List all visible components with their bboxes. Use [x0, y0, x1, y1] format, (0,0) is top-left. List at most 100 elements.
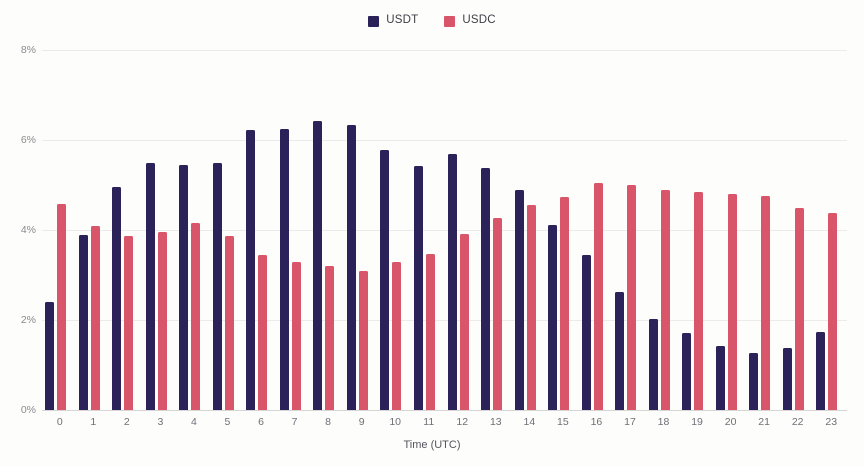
x-tick-label: 22 [791, 416, 804, 428]
bar-usdc[interactable] [90, 225, 100, 410]
bar-group [76, 0, 110, 466]
legend-item-usdc[interactable]: USDC [444, 14, 496, 27]
gridline [42, 50, 847, 51]
legend-label: USDC [462, 14, 496, 27]
bar-usdt[interactable] [179, 164, 189, 410]
bar-group [445, 0, 479, 466]
bar-usdt[interactable] [749, 353, 759, 410]
bar-usdt[interactable] [816, 331, 826, 410]
bar-usdc[interactable] [124, 236, 134, 410]
bar-usdt[interactable] [212, 163, 222, 410]
x-tick-label: 17 [624, 416, 636, 428]
bar-usdt[interactable] [615, 292, 625, 410]
x-tick-label: 6 [258, 416, 264, 428]
bar-usdt[interactable] [447, 153, 457, 410]
bar-group [746, 0, 780, 466]
legend-label: USDT [386, 14, 419, 27]
bar-usdc[interactable] [660, 189, 670, 410]
y-tick-label: 4% [20, 223, 36, 236]
bar-usdc[interactable] [425, 254, 435, 410]
x-tick-label: 11 [423, 416, 435, 428]
x-tick-label: 15 [557, 416, 569, 428]
bar-usdt[interactable] [112, 187, 122, 410]
x-tick-label: 8 [325, 416, 332, 428]
bar-usdt[interactable] [648, 319, 658, 410]
bar-usdc[interactable] [727, 194, 737, 410]
bar-usdt[interactable] [581, 254, 591, 410]
bar-usdt[interactable] [246, 130, 256, 410]
x-tick-label: 1 [90, 416, 97, 428]
bar-group [176, 0, 210, 466]
x-tick-label: 3 [157, 416, 164, 428]
x-tick-label: 9 [358, 416, 365, 428]
y-tick-label: 6% [20, 133, 36, 146]
bar-usdt[interactable] [313, 121, 323, 410]
gridline [42, 230, 847, 231]
x-tick-label: 16 [590, 416, 603, 428]
bar-usdt[interactable] [715, 346, 725, 410]
x-tick-label: 10 [389, 416, 402, 428]
bar-usdc[interactable] [761, 195, 771, 410]
x-tick-label: 20 [724, 416, 737, 428]
bar-usdc[interactable] [694, 192, 704, 410]
bar-usdc[interactable] [358, 271, 368, 410]
bar-usdc[interactable] [526, 204, 536, 410]
bar-usdt[interactable] [45, 302, 54, 410]
bar-usdc[interactable] [493, 218, 503, 410]
bar-usdc[interactable] [325, 266, 335, 410]
bar-group [411, 0, 445, 466]
x-tick-label: 21 [758, 416, 770, 428]
x-tick-label: 18 [657, 416, 670, 428]
x-tick-label: 4 [191, 416, 197, 428]
bar-group [377, 0, 411, 466]
bar-usdt[interactable] [682, 332, 692, 410]
bar-usdc[interactable] [57, 203, 66, 410]
bar-usdt[interactable] [413, 166, 423, 410]
bar-usdt[interactable] [380, 149, 390, 410]
bar-usdt[interactable] [78, 234, 88, 410]
bar-group [478, 0, 512, 466]
x-tick-label: 19 [691, 416, 703, 428]
bar-group [679, 0, 713, 466]
bar-group [579, 0, 613, 466]
bar-usdt[interactable] [514, 190, 524, 410]
bar-usdc[interactable] [627, 185, 637, 410]
x-axis-title: Time (UTC) [403, 439, 461, 451]
bar-group [310, 0, 344, 466]
bar-group [813, 0, 847, 466]
bar-usdc[interactable] [794, 208, 804, 410]
bar-usdc[interactable] [157, 232, 167, 410]
bar-group [713, 0, 747, 466]
x-tick-label: 13 [489, 416, 502, 428]
bar-usdt[interactable] [346, 124, 356, 410]
y-tick-label: 0% [20, 403, 36, 416]
bar-usdc[interactable] [191, 223, 201, 410]
bar-usdc[interactable] [291, 262, 301, 410]
bar-usdt[interactable] [145, 162, 155, 410]
x-tick-label: 14 [523, 416, 536, 428]
legend-swatch-usdt [368, 15, 380, 27]
bar-group [512, 0, 546, 466]
bar-usdt[interactable] [782, 347, 792, 410]
bar-group [143, 0, 177, 466]
y-tick-label: 2% [20, 313, 36, 326]
bar-group [612, 0, 646, 466]
chart-legend: USDT USDC [0, 12, 864, 30]
bar-usdt[interactable] [279, 128, 289, 410]
bar-usdc[interactable] [828, 212, 838, 410]
bar-usdc[interactable] [224, 236, 234, 410]
bar-usdt[interactable] [548, 224, 558, 410]
bar-usdt[interactable] [481, 167, 491, 410]
x-tick-label: 5 [224, 416, 231, 428]
bar-usdc[interactable] [560, 196, 570, 410]
bar-usdc[interactable] [392, 261, 402, 410]
x-tick-label: 2 [123, 416, 130, 428]
bar-group [109, 0, 143, 466]
legend-item-usdt[interactable]: USDT [368, 15, 418, 27]
bar-usdc[interactable] [258, 255, 268, 410]
bar-usdc[interactable] [459, 233, 469, 410]
bar-group [210, 0, 244, 466]
bar-usdc[interactable] [593, 182, 603, 410]
